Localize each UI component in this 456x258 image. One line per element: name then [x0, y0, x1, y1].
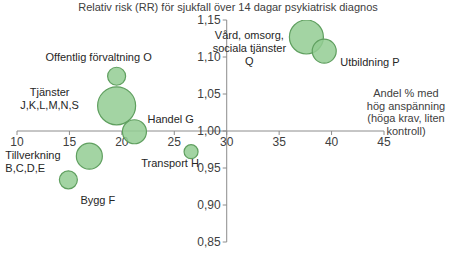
y-tick-label: 0,90 [197, 198, 221, 212]
point-label-line: Handel G [147, 113, 193, 125]
y-tick-label: 0,85 [197, 235, 221, 249]
bubbles [59, 20, 336, 189]
x-tick-label: 10 [10, 135, 24, 149]
point-label: Utbildning P [340, 56, 399, 68]
y-tick [223, 20, 227, 21]
chart-svg: Relativ risk (RR) för sjukfall över 14 d… [0, 0, 456, 258]
point-label-line: Utbildning P [340, 56, 399, 68]
x-axis-label: Andel % medhög anspänning(höga krav, lit… [367, 87, 445, 137]
point-label-line: Q [245, 55, 254, 67]
point-label-line: Tillverkning [5, 149, 60, 161]
point-label: Bygg F [80, 194, 115, 206]
x-tick-label: 25 [168, 135, 182, 149]
point-label-line: Vård, omsorg, [215, 29, 284, 41]
point-label-line: B,C,D,E [5, 162, 45, 174]
bubble [59, 171, 77, 189]
y-tick-label: 1,15 [197, 13, 221, 27]
x-axis-label-line: hög anspänning [367, 100, 445, 112]
y-tick [223, 168, 227, 169]
y-tick-label: 0,95 [197, 161, 221, 175]
point-label: Transport H [141, 157, 199, 169]
point-label: Vård, omsorg,sociala tjänsterQ [213, 29, 287, 67]
bubble [108, 67, 126, 85]
x-axis-label-line: (höga krav, liten [367, 112, 444, 124]
y-tick [223, 94, 227, 95]
bubble [98, 87, 136, 125]
y-tick [223, 205, 227, 206]
chart-container: Relativ risk (RR) för sjukfall över 14 d… [0, 0, 456, 258]
point-label-line: J,K,L,M,N,S [20, 99, 79, 111]
x-axis-label-line: kontroll) [386, 125, 425, 137]
y-tick [223, 242, 227, 243]
point-label: TjänsterJ,K,L,M,N,S [20, 86, 79, 111]
bubble [122, 120, 146, 144]
y-tick [223, 57, 227, 58]
bubble [312, 39, 336, 63]
point-label-line: Tjänster [30, 86, 70, 98]
y-tick [223, 131, 227, 132]
y-tick-label: 1,05 [197, 87, 221, 101]
point-label-line: Offentlig förvaltning O [46, 51, 153, 63]
point-label-line: sociala tjänster [213, 42, 287, 54]
x-tick-label: 45 [377, 135, 391, 149]
point-label-line: Transport H [141, 157, 199, 169]
point-label: Offentlig förvaltning O [46, 51, 153, 63]
bubble [76, 143, 102, 169]
x-axis-label-line: Andel % med [373, 87, 438, 99]
x-tick-label: 30 [220, 135, 234, 149]
point-label-line: Bygg F [80, 194, 115, 206]
y-tick-label: 1,00 [197, 124, 221, 138]
x-tick-label: 40 [325, 135, 339, 149]
x-tick-label: 35 [272, 135, 286, 149]
title: Relativ risk (RR) för sjukfall över 14 d… [78, 1, 378, 13]
point-label: Handel G [147, 113, 193, 125]
x-tick-label: 15 [63, 135, 77, 149]
point-label: TillverkningB,C,D,E [5, 149, 60, 174]
